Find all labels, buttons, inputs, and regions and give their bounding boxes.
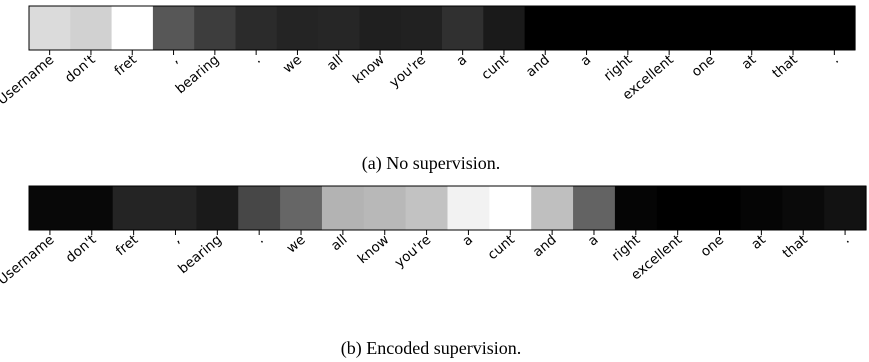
x-tick-label: that xyxy=(780,232,811,262)
heatmap-cell xyxy=(111,6,154,50)
x-tick-label: you're xyxy=(392,232,435,271)
heatmap-cell xyxy=(405,186,449,230)
x-tick-label: don't xyxy=(62,52,99,86)
heatmap-cell xyxy=(483,6,526,50)
heatmap-cell xyxy=(524,6,567,50)
heatmap-cell xyxy=(194,6,237,50)
heatmap-cell xyxy=(614,186,658,230)
x-tick-label: we xyxy=(280,52,305,77)
heatmap-cell xyxy=(318,6,360,50)
heatmap-cell xyxy=(235,6,278,50)
x-tick-label: a xyxy=(577,52,594,70)
heatmap-cell xyxy=(29,6,71,50)
heatmap-cell xyxy=(154,186,197,230)
heatmap-cell xyxy=(648,6,691,50)
heatmap-cell xyxy=(112,186,156,230)
heatmap-cell xyxy=(280,186,323,230)
heatmap-cell xyxy=(565,6,608,50)
heatmap-cell xyxy=(698,186,742,230)
x-tick-label: right xyxy=(601,52,636,85)
heatmap-cell xyxy=(740,186,783,230)
x-tick-label: at xyxy=(748,232,769,253)
x-tick-label: at xyxy=(739,52,760,73)
x-tick-label: a xyxy=(459,232,476,250)
panel-b-encoded-supervision: +Username don't fret ,bearing. we all know you'… xyxy=(0,185,867,296)
x-tick-label: know xyxy=(355,232,393,267)
x-tick-label: bearing xyxy=(175,232,225,277)
heatmap-cell xyxy=(363,186,407,230)
x-tick-label: right xyxy=(609,232,644,265)
x-tick-label: +Username xyxy=(0,52,57,116)
x-tick-label: . xyxy=(253,232,267,247)
heatmap-cell xyxy=(359,6,402,50)
x-tick-label: one xyxy=(698,232,728,260)
x-tick-label: and xyxy=(523,52,553,81)
caption-b: (b) Encoded supervision. xyxy=(341,338,521,359)
heatmap-cell xyxy=(196,186,239,230)
x-tick-label: and xyxy=(530,232,560,261)
heatmap-cell xyxy=(489,186,532,230)
x-tick-label: one xyxy=(688,52,718,80)
heatmap-cell xyxy=(607,6,650,50)
heatmap-cell xyxy=(656,186,700,230)
heatmap-cell xyxy=(731,6,773,50)
heatmap-cell xyxy=(531,186,574,230)
x-tick-label: all xyxy=(324,52,346,74)
heatmap-cell xyxy=(152,6,195,50)
x-tick-label: know xyxy=(350,52,388,87)
x-tick-label: cunt xyxy=(478,52,511,83)
heatmap-frame xyxy=(28,5,856,51)
x-tick-label: fret xyxy=(111,52,139,79)
heatmap-cell xyxy=(238,186,281,230)
x-tick-label: , xyxy=(168,52,182,67)
heatmap-cell xyxy=(782,186,825,230)
heatmap-frame xyxy=(28,185,867,231)
x-tick-label: +Username xyxy=(0,232,57,296)
x-tick-label: . xyxy=(839,232,853,247)
heatmap-cell xyxy=(276,6,319,50)
heatmap-cell xyxy=(321,186,365,230)
heatmap-cell xyxy=(447,186,490,230)
x-tick-label: we xyxy=(283,232,308,257)
heatmap-cell xyxy=(824,186,867,230)
heatmap-cell xyxy=(70,6,113,50)
x-tick-label: you're xyxy=(386,52,429,91)
x-tick-label: a xyxy=(585,232,602,250)
heatmap-cell xyxy=(29,186,72,230)
heatmap-cell xyxy=(400,6,443,50)
x-tick-label: . xyxy=(828,52,842,67)
heatmap-cell xyxy=(772,6,815,50)
x-tick-label: a xyxy=(454,52,471,70)
x-tick-label: . xyxy=(250,52,264,67)
x-tick-label: bearing xyxy=(173,52,223,97)
x-tick-label: fret xyxy=(113,232,141,259)
caption-a: (a) No supervision. xyxy=(362,153,500,174)
x-tick-label: that xyxy=(769,52,800,82)
x-tick-label: cunt xyxy=(485,232,518,263)
heatmap-cell xyxy=(442,6,484,50)
heatmap-cell xyxy=(70,186,114,230)
panel-a-no-supervision: +Username don't fret ,bearing. we all knowyou'… xyxy=(0,5,856,116)
heatmap-cell xyxy=(813,6,856,50)
x-tick-label: don't xyxy=(63,232,100,266)
heatmap-cell xyxy=(689,6,732,50)
x-tick-label: , xyxy=(169,232,183,247)
heatmap-cell xyxy=(573,186,616,230)
x-tick-label: all xyxy=(328,232,350,254)
